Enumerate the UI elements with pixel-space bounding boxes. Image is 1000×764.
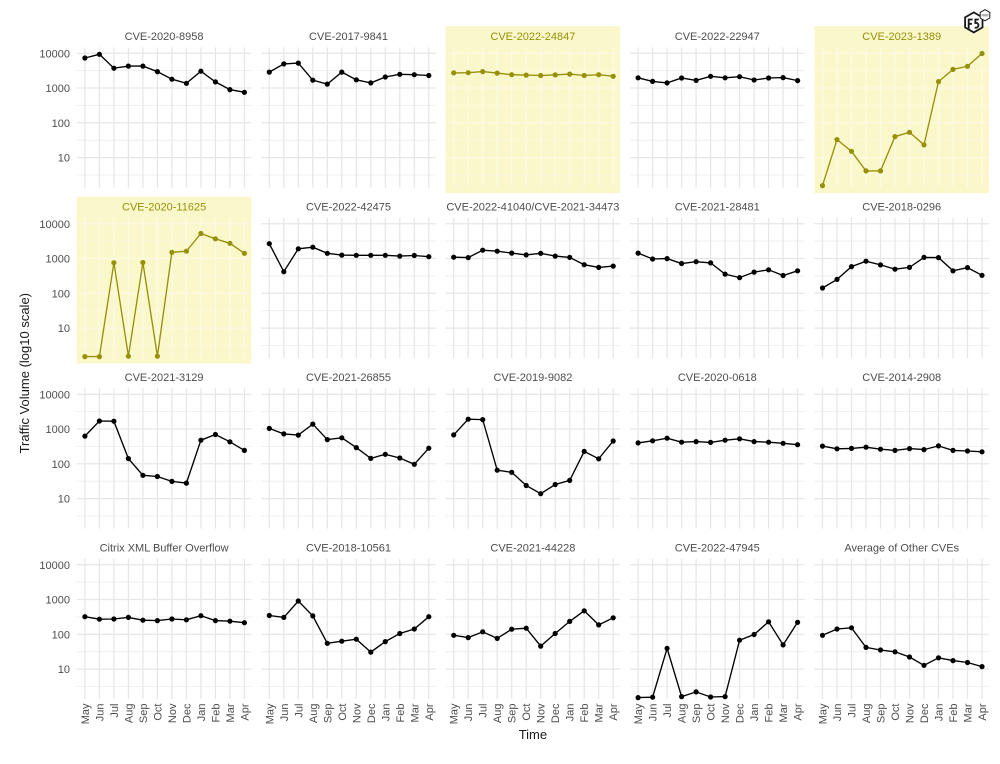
svg-text:CVE-2020-8958: CVE-2020-8958 xyxy=(125,31,204,43)
svg-text:May: May xyxy=(818,703,830,724)
svg-text:CVE-2019-9082: CVE-2019-9082 xyxy=(493,372,572,384)
svg-text:Nov: Nov xyxy=(905,703,917,723)
svg-text:10: 10 xyxy=(58,323,70,335)
svg-text:Nov: Nov xyxy=(167,703,179,723)
svg-text:Average of Other CVEs: Average of Other CVEs xyxy=(844,543,959,555)
svg-text:CVE-2020-11625: CVE-2020-11625 xyxy=(122,202,206,214)
svg-text:Dec: Dec xyxy=(919,703,931,723)
svg-text:10000: 10000 xyxy=(39,219,70,231)
svg-text:May: May xyxy=(449,703,461,724)
svg-text:CVE-2021-3129: CVE-2021-3129 xyxy=(125,372,204,384)
svg-text:100: 100 xyxy=(52,459,70,471)
svg-text:100: 100 xyxy=(52,288,70,300)
svg-text:Citrix XML Buffer Overflow: Citrix XML Buffer Overflow xyxy=(100,543,229,555)
svg-text:Mar: Mar xyxy=(963,703,975,722)
svg-text:Mar: Mar xyxy=(409,703,421,722)
svg-text:Nov: Nov xyxy=(351,703,363,723)
svg-text:Feb: Feb xyxy=(764,704,776,723)
svg-text:Aug: Aug xyxy=(677,704,689,724)
svg-text:Dec: Dec xyxy=(735,703,747,723)
svg-text:10: 10 xyxy=(58,153,70,165)
svg-text:CVE-2021-44228: CVE-2021-44228 xyxy=(490,543,575,555)
svg-text:Jan: Jan xyxy=(196,704,208,722)
svg-text:Mar: Mar xyxy=(594,703,606,722)
svg-text:CVE-2018-10561: CVE-2018-10561 xyxy=(306,543,391,555)
svg-text:CVE-2017-9841: CVE-2017-9841 xyxy=(309,31,388,43)
svg-text:May: May xyxy=(80,703,92,724)
svg-text:CVE-2014-2908: CVE-2014-2908 xyxy=(862,372,941,384)
svg-text:CVE-2022-47945: CVE-2022-47945 xyxy=(675,543,760,555)
svg-text:CVE-2018-0296: CVE-2018-0296 xyxy=(862,202,941,214)
svg-text:CVE-2022-41040/CVE-2021-34473: CVE-2022-41040/CVE-2021-34473 xyxy=(446,202,619,214)
svg-text:Sep: Sep xyxy=(138,704,150,724)
svg-text:Sep: Sep xyxy=(876,704,888,724)
svg-text:CVE-2023-1389: CVE-2023-1389 xyxy=(862,31,941,43)
svg-text:Jul: Jul xyxy=(109,704,121,718)
svg-text:Jan: Jan xyxy=(565,704,577,722)
svg-text:10000: 10000 xyxy=(39,48,70,60)
svg-text:Apr: Apr xyxy=(793,703,805,720)
svg-text:Feb: Feb xyxy=(395,704,407,723)
svg-text:Jun: Jun xyxy=(94,704,106,722)
svg-text:May: May xyxy=(633,703,645,724)
svg-text:Oct: Oct xyxy=(152,704,164,721)
svg-text:Apr: Apr xyxy=(424,703,436,720)
svg-text:Jun: Jun xyxy=(648,704,660,722)
svg-text:Sep: Sep xyxy=(507,704,519,724)
svg-text:100: 100 xyxy=(52,118,70,130)
svg-text:CVE-2022-22947: CVE-2022-22947 xyxy=(675,31,760,43)
svg-text:1000: 1000 xyxy=(46,83,70,95)
svg-text:Aug: Aug xyxy=(308,704,320,724)
svg-text:Jan: Jan xyxy=(380,704,392,722)
svg-text:Aug: Aug xyxy=(492,704,504,724)
svg-text:Aug: Aug xyxy=(123,704,135,724)
svg-text:Jun: Jun xyxy=(463,704,475,722)
svg-text:Feb: Feb xyxy=(948,704,960,723)
svg-text:Oct: Oct xyxy=(890,704,902,721)
svg-text:10: 10 xyxy=(58,494,70,506)
svg-text:Aug: Aug xyxy=(861,704,873,724)
svg-text:Time: Time xyxy=(519,727,547,742)
svg-text:Sep: Sep xyxy=(322,704,334,724)
svg-text:CVE-2022-24847: CVE-2022-24847 xyxy=(490,31,575,43)
svg-text:Mar: Mar xyxy=(778,703,790,722)
svg-text:May: May xyxy=(264,703,276,724)
svg-text:Feb: Feb xyxy=(579,704,591,723)
svg-text:Oct: Oct xyxy=(337,704,349,721)
svg-text:Dec: Dec xyxy=(366,703,378,723)
svg-text:Jan: Jan xyxy=(934,704,946,722)
svg-text:Nov: Nov xyxy=(720,703,732,723)
svg-text:Apr: Apr xyxy=(608,703,620,720)
svg-text:CVE-2021-28481: CVE-2021-28481 xyxy=(675,202,760,214)
svg-text:Apr: Apr xyxy=(239,703,251,720)
svg-text:Nov: Nov xyxy=(536,703,548,723)
svg-text:Jun: Jun xyxy=(279,704,291,722)
svg-text:Jul: Jul xyxy=(662,704,674,718)
svg-text:CVE-2022-42475: CVE-2022-42475 xyxy=(306,202,391,214)
svg-text:Oct: Oct xyxy=(706,704,718,721)
svg-text:Dec: Dec xyxy=(550,703,562,723)
svg-text:Jul: Jul xyxy=(478,704,490,718)
svg-text:100: 100 xyxy=(52,629,70,641)
svg-text:Jul: Jul xyxy=(847,704,859,718)
svg-text:10: 10 xyxy=(58,664,70,676)
svg-text:CVE-2021-26855: CVE-2021-26855 xyxy=(306,372,391,384)
svg-text:Jul: Jul xyxy=(293,704,305,718)
svg-text:Apr: Apr xyxy=(977,703,989,720)
svg-text:Mar: Mar xyxy=(225,703,237,722)
svg-text:Oct: Oct xyxy=(521,704,533,721)
svg-text:CVE-2020-0618: CVE-2020-0618 xyxy=(678,372,757,384)
svg-text:Traffic Volume (log10 scale): Traffic Volume (log10 scale) xyxy=(17,293,32,453)
svg-text:1000: 1000 xyxy=(46,254,70,266)
svg-text:Dec: Dec xyxy=(181,703,193,723)
svg-text:Jun: Jun xyxy=(832,704,844,722)
svg-text:10000: 10000 xyxy=(39,560,70,572)
svg-text:Jan: Jan xyxy=(749,704,761,722)
svg-text:Feb: Feb xyxy=(210,704,222,723)
svg-text:Sep: Sep xyxy=(691,704,703,724)
svg-text:10000: 10000 xyxy=(39,389,70,401)
svg-text:1000: 1000 xyxy=(46,595,70,607)
svg-text:1000: 1000 xyxy=(46,424,70,436)
